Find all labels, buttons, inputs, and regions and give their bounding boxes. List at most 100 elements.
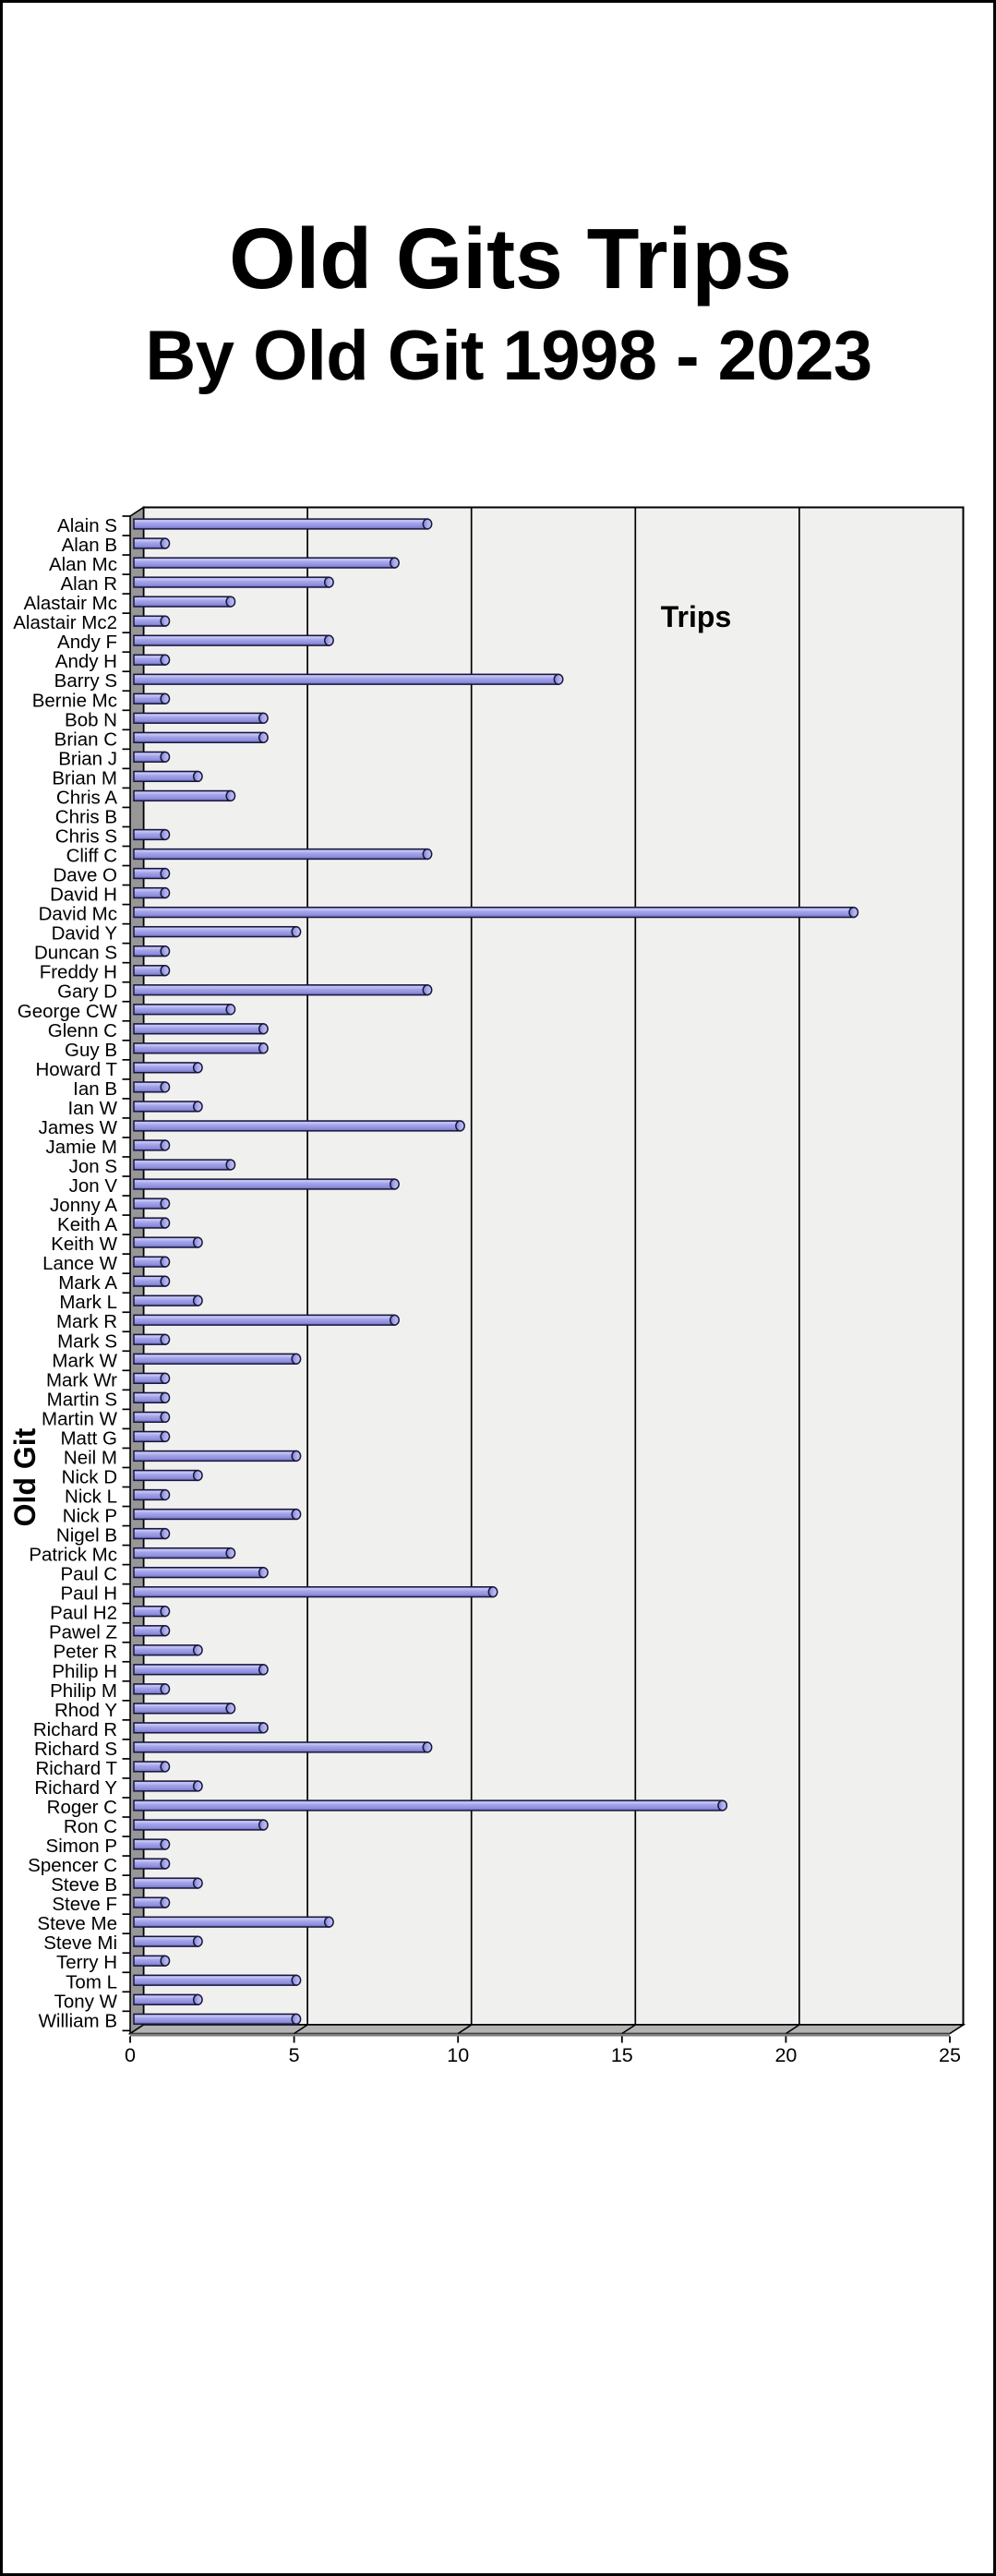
bar-body [133, 789, 232, 802]
category-label: Martin S [47, 1389, 117, 1410]
bar-body [133, 1004, 232, 1016]
bar [133, 1703, 236, 1715]
bar [133, 1236, 203, 1248]
bar-end-cap [192, 1294, 203, 1306]
bar-body [133, 1974, 297, 1986]
bar-end-cap [258, 1023, 269, 1035]
bar-end-cap [192, 1469, 203, 1482]
bar [133, 1139, 171, 1151]
bar-end-cap [390, 1314, 400, 1326]
bar [133, 1625, 171, 1637]
floor-gridmark-5 [294, 2024, 308, 2035]
bar [133, 1120, 465, 1132]
category-label: Paul C [60, 1564, 117, 1585]
bar [133, 1527, 171, 1540]
bar-body [133, 731, 265, 743]
bar-end-cap [160, 1391, 171, 1403]
bar-body [133, 673, 559, 685]
category-label: Ian W [67, 1098, 117, 1119]
bar [133, 1062, 203, 1074]
bar [133, 1469, 203, 1482]
bar [133, 731, 269, 743]
category-label: Paul H2 [50, 1603, 117, 1624]
x-tick-label-25: 25 [939, 2044, 961, 2066]
category-label: Alastair Mc [24, 593, 117, 614]
category-label: Alastair Mc2 [13, 612, 117, 633]
bar-end-cap [192, 770, 203, 783]
bar [133, 1780, 203, 1792]
bar [133, 1566, 269, 1579]
bar-end-cap [160, 1275, 171, 1287]
category-label: Nick D [62, 1466, 117, 1487]
bar-end-cap [160, 1896, 171, 1908]
bar-end-cap [192, 1993, 203, 2005]
bar [133, 615, 171, 627]
category-label: Jamie M [46, 1137, 117, 1158]
category-label: Keith A [57, 1214, 117, 1235]
bar-body [133, 557, 396, 569]
bar-end-cap [160, 1198, 171, 1210]
bar-end-cap [291, 2013, 302, 2025]
category-label: Nigel B [56, 1525, 117, 1547]
bar-body [133, 1159, 232, 1171]
bar [133, 1896, 171, 1908]
category-label: Jon S [69, 1156, 117, 1177]
bar [133, 1217, 171, 1229]
bar [133, 789, 236, 802]
x-tick-label-15: 15 [611, 2044, 633, 2066]
category-label: David Mc [39, 904, 117, 925]
bar [133, 1586, 498, 1598]
y-axis-title: Old Git [8, 1427, 42, 1526]
bar-body [133, 1586, 494, 1598]
bar [133, 1081, 171, 1093]
bar [133, 1508, 302, 1521]
bar-body [133, 1042, 265, 1054]
bar-body [133, 1935, 199, 1947]
bar [133, 1974, 302, 1986]
bar-body [133, 984, 428, 996]
category-label: Terry H [56, 1952, 117, 1973]
bar [133, 537, 171, 549]
category-label: Neil M [64, 1447, 117, 1468]
bar-end-cap [160, 1430, 171, 1443]
bar [133, 1256, 171, 1268]
category-label: David H [50, 885, 117, 906]
category-label: Freddy H [40, 962, 117, 983]
bar-end-cap [258, 712, 269, 724]
bar-body [133, 1236, 199, 1248]
category-label: Richard S [34, 1739, 117, 1760]
bar-end-cap [192, 1780, 203, 1792]
category-label: Steve Me [37, 1913, 117, 1934]
bar-end-cap [160, 1606, 171, 1618]
bar-end-cap [422, 518, 433, 530]
floor-front-face [130, 2033, 950, 2037]
bar-end-cap [160, 1217, 171, 1229]
bar-end-cap [160, 828, 171, 841]
bar [133, 1159, 236, 1171]
bar-end-cap [160, 867, 171, 880]
bar [133, 1547, 236, 1559]
category-label: Alan B [62, 535, 117, 556]
bar-body [133, 1993, 199, 2005]
bar-body [133, 1703, 232, 1715]
bar [133, 1955, 171, 1967]
bar-end-cap [225, 596, 236, 608]
bar-body [133, 712, 265, 724]
bar [133, 945, 171, 957]
chart-subtitle: By Old Git 1998 - 2023 [145, 317, 871, 395]
bar-end-cap [291, 925, 302, 938]
bar-end-cap [422, 848, 433, 861]
category-label: Mark L [59, 1292, 117, 1313]
bar [133, 1004, 236, 1016]
bar-end-cap [192, 1877, 203, 1889]
bar [133, 1644, 203, 1656]
bar [133, 965, 171, 977]
bar [133, 1819, 269, 1831]
bar [133, 596, 236, 608]
bar-body [133, 1780, 199, 1792]
category-label: William B [39, 2010, 117, 2031]
category-label: Matt G [60, 1427, 117, 1449]
bar [133, 828, 171, 841]
category-label: Richard T [36, 1758, 118, 1779]
